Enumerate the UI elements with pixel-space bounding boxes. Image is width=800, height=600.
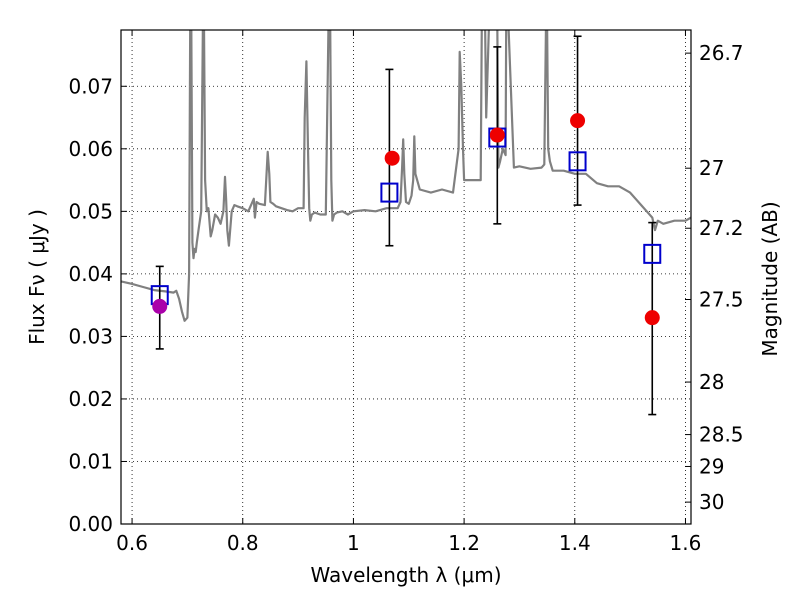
y2-tick-label: 29 <box>699 454 724 478</box>
y2-tick-label: 27 <box>699 156 724 180</box>
y2-tick-label: 30 <box>699 490 724 514</box>
filled-circle-point <box>570 113 586 129</box>
y-tick-label: 0.04 <box>68 262 113 286</box>
filled-circle-point <box>152 298 168 314</box>
filled-circle-point <box>489 127 505 143</box>
y-tick-label: 0.02 <box>68 387 113 411</box>
y2-tick-label: 26.7 <box>699 41 744 65</box>
y-axis-label: Flux Fν ( μJy ) <box>25 209 49 345</box>
markers <box>150 35 662 416</box>
y2-tick-label: 28.5 <box>699 423 744 447</box>
x-axis-label: Wavelength λ (μm) <box>310 563 501 587</box>
y-tick-label: 0.07 <box>68 74 113 98</box>
x-tick-label: 1.4 <box>559 531 591 555</box>
open-square-point <box>568 151 587 172</box>
x-tick-label: 1.2 <box>448 531 480 555</box>
y2-tick-label: 27.2 <box>699 216 744 240</box>
y2-axis-label: Magnitude (AB) <box>758 201 782 356</box>
y-tick-label: 0.01 <box>68 449 113 473</box>
y-tick-label: 0.00 <box>68 512 113 536</box>
x-tick-label: 0.6 <box>116 531 148 555</box>
x-tick-label: 1.6 <box>670 531 702 555</box>
filled-circle-point <box>644 310 660 326</box>
filled-circle-point <box>384 150 400 166</box>
plot-frame <box>120 29 692 525</box>
y-tick-label: 0.03 <box>68 324 113 348</box>
y2-tick-label: 27.5 <box>699 288 744 312</box>
open-square-point <box>380 182 399 203</box>
y-tick-label: 0.06 <box>68 137 113 161</box>
y2-tick-label: 28 <box>699 370 724 394</box>
x-tick-label: 0.8 <box>227 531 259 555</box>
plot-area <box>121 30 691 322</box>
spectrum-line <box>121 30 691 322</box>
open-square-point <box>643 243 662 264</box>
ticks: 0.6 0.8 1 1.2 1.4 1.6 0.00 0.01 0.02 0.03 0.04 0.05… <box>68 30 744 555</box>
x-tick-label: 1 <box>347 531 360 555</box>
y-tick-label: 0.05 <box>68 199 113 223</box>
